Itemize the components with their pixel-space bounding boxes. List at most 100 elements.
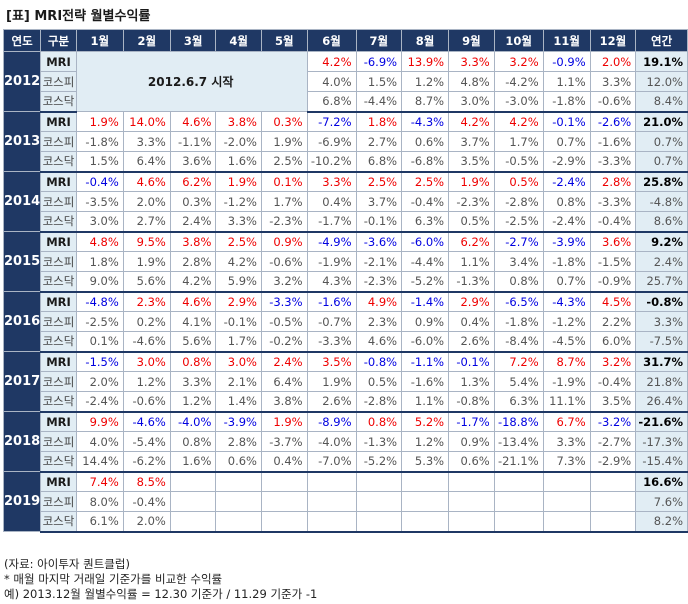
monthly-return-cell: -3.7% [260, 431, 308, 452]
monthly-return-cell [589, 471, 637, 492]
monthly-return-cell: 3.6% [169, 151, 217, 173]
monthly-return-cell: 4.0% [75, 431, 124, 452]
monthly-return-cell: -1.4% [401, 291, 450, 312]
monthly-return-cell [306, 511, 357, 533]
monthly-return-cell: -0.2% [260, 331, 308, 353]
monthly-return-cell: 5.2% [401, 411, 450, 432]
monthly-return-cell: -0.9% [589, 271, 637, 293]
monthly-return-cell: 0.4% [306, 191, 357, 212]
monthly-return-cell: -2.5% [493, 211, 544, 233]
annual-return-cell: 8.4% [635, 91, 688, 113]
monthly-return-cell: -3.3% [306, 331, 357, 353]
monthly-return-cell [589, 511, 637, 533]
monthly-return-cell: -0.1% [215, 311, 262, 332]
monthly-return-cell: -0.4% [589, 371, 637, 392]
annual-return-cell: 8.6% [635, 211, 688, 233]
monthly-return-cell: -3.3% [260, 291, 308, 312]
monthly-return-cell: 7.4% [75, 471, 124, 492]
monthly-return-cell: 1.2% [401, 431, 450, 452]
monthly-return-cell: 4.6% [122, 171, 171, 192]
monthly-return-cell: 3.3% [169, 371, 217, 392]
monthly-return-cell: 6.8% [306, 91, 357, 113]
monthly-return-cell: -3.3% [589, 191, 637, 212]
monthly-return-cell [215, 471, 262, 492]
monthly-return-cell: -3.9% [215, 411, 262, 432]
series-label: MRI [40, 351, 77, 372]
year-cell: 2015 [2, 231, 42, 292]
monthly-return-cell [306, 471, 357, 492]
monthly-return-cell [493, 471, 544, 492]
column-header: 4월 [215, 29, 262, 52]
monthly-return-cell: 4.6% [169, 111, 217, 132]
monthly-return-cell: -5.4% [122, 431, 171, 452]
series-label: 코스피 [40, 251, 77, 272]
monthly-return-cell: 6.3% [493, 391, 544, 413]
monthly-return-cell: 3.3% [306, 171, 357, 192]
column-header: 연간 [635, 29, 688, 52]
column-header: 구분 [40, 29, 77, 52]
monthly-return-cell: 1.3% [448, 371, 495, 392]
monthly-return-cell: 5.3% [401, 451, 450, 473]
monthly-return-cell: 0.1% [75, 331, 124, 353]
annual-return-cell: 7.6% [635, 491, 688, 512]
table-row: 코스닥 9.0% 5.6% 4.2% 5.9% 3.2% 4.3% -2.3% -5.2% -1.… [4, 271, 688, 293]
monthly-return-cell [401, 491, 450, 512]
monthly-return-cell: -4.4% [401, 251, 450, 272]
monthly-return-cell: 0.9% [448, 431, 495, 452]
footer-notes: (자료: 아이투자 퀀트클럽) * 매월 마지막 거래일 기준가를 비교한 수익… [4, 557, 317, 602]
monthly-return-cell: 2.1% [215, 371, 262, 392]
monthly-return-cell: 5.4% [493, 371, 544, 392]
table-row: 코스닥 3.0% 2.7% 2.4% 3.3% -2.3% -1.7% -0.1% 6.3% 0.… [4, 211, 688, 233]
monthly-return-cell: 1.4% [215, 391, 262, 413]
monthly-return-cell: 3.2% [260, 271, 308, 293]
monthly-return-cell: -1.9% [542, 371, 591, 392]
monthly-return-cell: -7.0% [306, 451, 357, 473]
monthly-return-cell: 4.1% [169, 311, 217, 332]
series-label: 코스피 [40, 71, 77, 92]
monthly-return-cell: -0.5% [260, 311, 308, 332]
monthly-return-cell: 9.0% [75, 271, 124, 293]
monthly-return-cell: 0.3% [169, 191, 217, 212]
series-label: 코스닥 [40, 91, 77, 113]
monthly-return-cell: -4.6% [122, 331, 171, 353]
monthly-return-cell [260, 491, 308, 512]
column-header: 6월 [306, 29, 357, 52]
monthly-return-cell: -8.4% [493, 331, 544, 353]
monthly-return-cell: 0.4% [448, 311, 495, 332]
annual-return-cell: -4.8% [635, 191, 688, 212]
monthly-return-cell: -1.5% [75, 351, 124, 372]
monthly-return-cell: 0.6% [448, 451, 495, 473]
monthly-return-cell: 4.8% [75, 231, 124, 252]
monthly-return-cell [169, 491, 217, 512]
monthly-return-cell: -2.5% [75, 311, 124, 332]
monthly-return-cell: 3.8% [169, 231, 217, 252]
series-label: MRI [40, 231, 77, 252]
monthly-return-cell: -1.7% [306, 211, 357, 233]
monthly-return-cell: 2.5% [401, 171, 450, 192]
monthly-return-cell: 6.2% [448, 231, 495, 252]
monthly-return-cell: 0.8% [493, 271, 544, 293]
year-cell: 2013 [2, 111, 42, 172]
monthly-return-cell: 6.2% [169, 171, 217, 192]
monthly-return-cell: 1.9% [215, 171, 262, 192]
monthly-return-cell: 11.1% [542, 391, 591, 413]
monthly-return-cell: -10.2% [306, 151, 357, 173]
header-row: 연도 구분 1월 2월 3월 4월 5월 6월 7월 8월 9월 10월 11월 12월 연간 [2, 29, 688, 52]
column-header: 3월 [169, 29, 217, 52]
monthly-return-cell: 4.8% [448, 71, 495, 92]
monthly-return-cell: 2.7% [355, 131, 403, 152]
monthly-return-cell: 0.3% [260, 111, 308, 132]
monthly-return-cell [355, 471, 403, 492]
table-row: 2012 MRI 2012.6.7 시작 4.2% -6.9% 13.9% 3.3% 3.2%… [2, 51, 688, 112]
monthly-return-cell: 0.8% [542, 191, 591, 212]
monthly-return-cell: -1.2% [542, 311, 591, 332]
series-label: 코스닥 [40, 331, 77, 353]
table-body: 2012 MRI 2012.6.7 시작 4.2% -6.9% 13.9% 3.3% 3.2%… [2, 51, 688, 533]
monthly-return-cell: 2.8% [589, 171, 637, 192]
monthly-return-cell: -3.0% [493, 91, 544, 113]
footer-source: (자료: 아이투자 퀀트클럽) [4, 557, 130, 571]
series-label: MRI [40, 291, 77, 312]
start-note: 2012.6.7 시작 [75, 51, 308, 112]
footer-note: * 매월 마지막 거래일 기준가를 비교한 수익률 [4, 572, 223, 586]
monthly-return-cell: 7.2% [493, 351, 544, 372]
